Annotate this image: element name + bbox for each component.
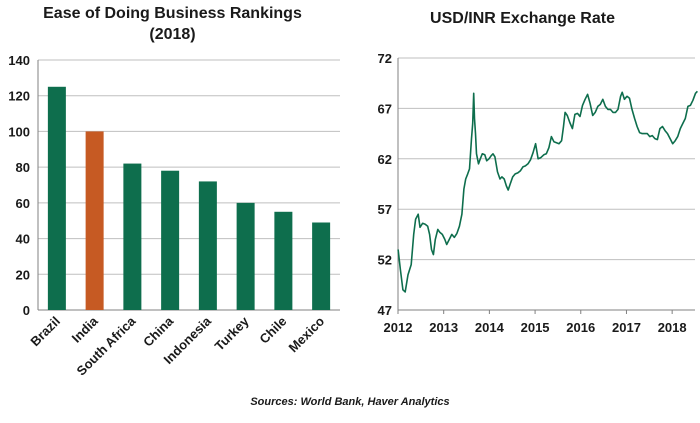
line-x-tick-label: 2014	[475, 320, 505, 335]
bar-y-tick-label: 40	[16, 232, 30, 247]
line-x-tick-label: 2015	[521, 320, 550, 335]
bar-x-tick-label: Chile	[256, 314, 289, 347]
rankings-chart: Ease of Doing Business Rankings (2018) 0…	[0, 0, 345, 395]
bar-y-tick-label: 100	[8, 124, 30, 139]
bar-x-tick-label: India	[69, 313, 102, 346]
bar-y-tick-label: 0	[23, 303, 30, 318]
usd-inr-series-line	[397, 90, 698, 293]
bar-mexico	[312, 222, 331, 310]
line-y-tick-label: 72	[378, 51, 392, 66]
bar-x-tick-label: Brazil	[27, 314, 63, 350]
bar-south-africa	[123, 163, 142, 310]
bar-y-tick-label: 140	[8, 53, 30, 68]
bar-china	[161, 170, 180, 310]
bar-x-tick-label: Mexico	[285, 313, 327, 355]
line-x-tick-label: 2012	[384, 320, 413, 335]
line-x-tick-label: 2016	[566, 320, 595, 335]
bar-y-tick-label: 80	[16, 160, 30, 175]
exchange-rate-line-plot: 47 52 57 62 67 72 2012 2013 2014 2015 2016 2017 2018	[378, 51, 698, 335]
bar-y-tick-label: 120	[8, 89, 30, 104]
bar-turkey	[236, 202, 255, 310]
bar-y-tick-label: 60	[16, 196, 30, 211]
bar-x-tick-label: Turkey	[212, 313, 253, 354]
bar-india	[85, 131, 104, 310]
rankings-chart-title-line2: (2018)	[149, 26, 196, 43]
line-x-tick-label: 2013	[429, 320, 458, 335]
line-y-tick-label: 67	[378, 101, 392, 116]
rankings-chart-title-line1: Ease of Doing Business Rankings	[43, 5, 302, 22]
exchange-rate-chart-title: USD/INR Exchange Rate	[430, 10, 615, 27]
exchange-rate-chart: USD/INR Exchange Rate 47 52 57 62 67 72 2012 20…	[345, 0, 700, 395]
bar-chile	[274, 211, 293, 310]
bar-y-tick-label: 20	[16, 267, 30, 282]
line-y-tick-label: 57	[378, 202, 392, 217]
source-note: Sources: World Bank, Haver Analytics	[250, 396, 450, 408]
line-y-tick-label: 47	[378, 303, 392, 318]
bar-indonesia	[198, 181, 217, 310]
bar-x-tick-label: China	[140, 313, 177, 350]
line-y-tick-label: 62	[378, 152, 392, 167]
line-x-tick-label: 2018	[658, 320, 687, 335]
bar-brazil	[47, 86, 66, 311]
line-y-tick-label: 52	[378, 253, 392, 268]
line-x-tick-label: 2017	[612, 320, 641, 335]
